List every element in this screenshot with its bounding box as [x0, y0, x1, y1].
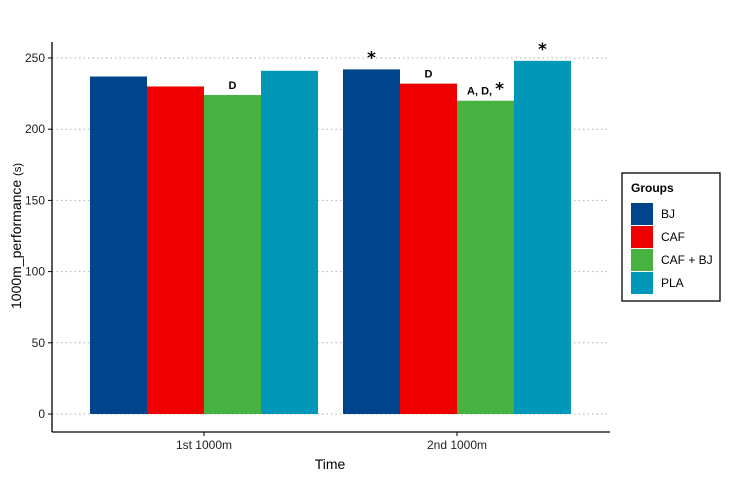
bar — [90, 76, 147, 415]
bar-annotation: * — [367, 48, 376, 68]
x-tick-label: 2nd 1000m — [427, 438, 487, 452]
bar — [457, 100, 514, 414]
annotation-letters: A, D, — [467, 86, 492, 98]
y-axis-title: 1000m_performance (s) — [8, 163, 24, 309]
annotations: D*DA, D, ** — [229, 40, 548, 100]
bar-annotation: D — [425, 69, 433, 81]
annotation-star: * — [538, 40, 547, 60]
legend-label: CAF — [661, 230, 685, 244]
x-axis-title: Time — [315, 456, 346, 472]
bar — [343, 69, 400, 414]
annotation-star: * — [495, 80, 504, 100]
y-axis-title-unit: (s) — [12, 163, 24, 176]
x-tick-label: 1st 1000m — [176, 438, 232, 452]
legend-label: PLA — [661, 276, 684, 290]
y-tick-label: 150 — [25, 193, 45, 207]
legend-swatch — [631, 203, 653, 225]
annotation-letters: D — [229, 80, 237, 92]
y-ticks: 0 50 100 150 200 250 — [25, 51, 52, 421]
bar — [204, 95, 261, 415]
axes — [51, 42, 610, 433]
legend: Groups BJ CAF CAF + BJ PLA — [621, 172, 721, 302]
y-tick-label: 250 — [25, 51, 45, 65]
y-tick-label: 100 — [25, 265, 45, 279]
y-axis-title-main: 1000m_performance — [8, 180, 24, 309]
y-tick-label: 50 — [32, 336, 46, 350]
bar-annotation: D — [229, 80, 237, 92]
bar — [400, 83, 457, 414]
legend-title: Groups — [631, 181, 674, 195]
legend-label: CAF + BJ — [661, 253, 713, 267]
x-ticks: 1st 1000m 2nd 1000m — [176, 432, 487, 452]
bar-annotation: A, D, * — [467, 80, 504, 100]
bars — [90, 60, 571, 415]
bar — [147, 86, 204, 414]
bar-annotation: * — [538, 40, 547, 60]
legend-items: BJ CAF CAF + BJ PLA — [631, 203, 713, 294]
y-tick-label: 0 — [38, 407, 45, 421]
legend-swatch — [631, 272, 653, 294]
legend-swatch — [631, 226, 653, 248]
legend-label: BJ — [661, 207, 675, 221]
legend-swatch — [631, 249, 653, 271]
bar — [514, 60, 571, 415]
y-tick-label: 200 — [25, 122, 45, 136]
annotation-star: * — [367, 48, 376, 68]
bar — [261, 70, 318, 414]
annotation-letters: D — [425, 69, 433, 81]
